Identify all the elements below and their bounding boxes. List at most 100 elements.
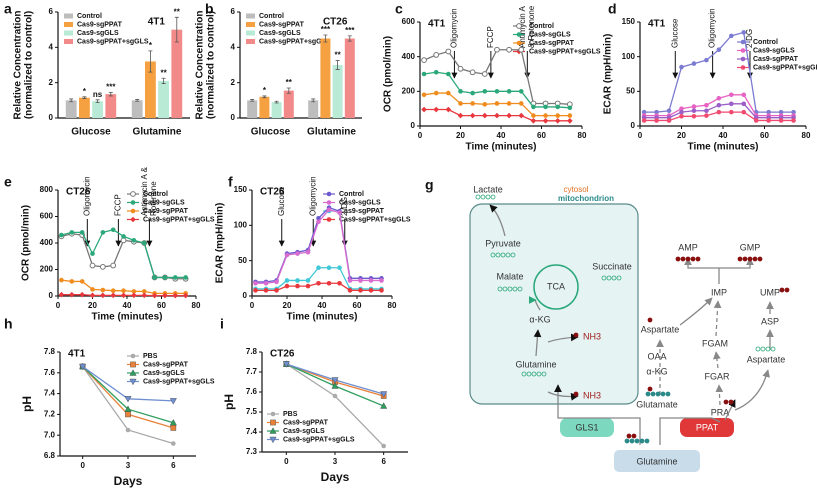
marker [125,411,131,418]
marker [716,47,722,53]
x-axis-label: Time (minutes) [92,312,163,323]
bead [647,317,653,323]
significance: *** [106,82,116,91]
metabolite: FGAM [702,338,728,348]
marker [316,280,321,286]
marker [654,118,659,123]
bar [158,80,170,118]
y-tick-label: 2 [49,78,54,87]
marker [100,292,106,299]
y-tick-label: 2 [231,78,236,87]
marker [89,292,96,299]
marker [542,118,549,124]
annotation: 2-DG [340,197,349,216]
marker [110,292,116,299]
annotation: & Rotenone [527,5,536,48]
marker [380,402,388,409]
marker [778,109,784,115]
marker [90,251,95,256]
marker [59,277,64,283]
marker [741,109,747,115]
bead [680,256,686,262]
y-tick-label: 7.4 [44,389,56,398]
marker [282,361,290,368]
legend-marker [269,436,277,444]
bar [92,101,104,118]
compartment-label: cytosol [564,185,589,194]
error-bar [161,77,166,84]
metabolite: Lactate [473,184,503,194]
marker [284,252,290,258]
x-tick-label: 40 [497,131,506,140]
marker [295,278,300,283]
panel-letter: c [395,1,403,17]
y-tick-label: 100 [234,220,248,229]
legend-marker [269,427,277,434]
arrow [684,257,720,284]
x-tick-label: 3 [333,457,338,466]
y-tick-label: 0 [49,113,54,122]
bar [308,100,319,118]
x-axis-label: Days [321,470,350,484]
marker [446,71,451,77]
bead [531,371,537,377]
marker [58,291,65,298]
legend-marker [130,216,136,223]
legend-marker [740,65,746,70]
legend-label: Cas9-sgPPAT [143,361,189,368]
pathway-diagram: g Lactate cytosol mitochondrion Pyruvate… [425,177,785,472]
chart-title: CT26 [270,349,295,360]
legend-swatch [246,39,255,44]
x-tick-label: 0 [250,301,255,310]
y-tick-label: 600 [40,212,54,221]
significance: ** [286,78,293,87]
marker [110,288,116,294]
annotation: 2-DG [745,29,754,48]
marker [543,104,548,110]
y-tick-label: 200 [40,265,54,274]
y-tick-label: 400 [40,238,54,247]
significance: * [83,87,87,96]
marker [494,46,500,53]
x-tick-label: 20 [88,301,97,310]
marker [704,108,709,114]
marker [704,102,709,108]
bar [259,96,270,118]
legend-label: Cas9-sgGLS [283,428,325,435]
marker [263,288,269,293]
marker [679,64,684,70]
marker [274,288,279,293]
marker [421,71,427,77]
marker [518,89,524,94]
marker [494,89,500,94]
y-tick-label: 7.7 [246,367,258,376]
x-tick-label: 20 [677,131,686,140]
legend-swatch [246,22,255,27]
error-bar [335,60,340,70]
annotation: FCCP [113,194,122,216]
marker [274,279,279,285]
bead [737,256,743,262]
marker [141,292,148,299]
x-tick-label: 6 [381,457,386,466]
arrow [734,369,770,411]
bead [497,286,503,292]
marker [326,280,332,286]
marker [69,291,75,298]
marker [331,377,339,384]
marker [518,46,525,53]
legend-marker [326,191,332,197]
metabolite: FGAR [704,371,730,381]
marker [666,118,672,123]
y-tick-label: 0 [231,113,236,122]
bead [616,275,622,281]
marker [729,109,734,115]
marker [305,249,311,255]
y-tick-label: 600 [402,17,416,26]
bead [507,286,513,292]
legend-label: Cas9-sgPPAT+sgGLS [143,378,215,385]
metabolite: NH3 [583,331,601,341]
marker [470,101,475,106]
legend-swatch [64,13,73,19]
legend-marker [326,200,332,205]
